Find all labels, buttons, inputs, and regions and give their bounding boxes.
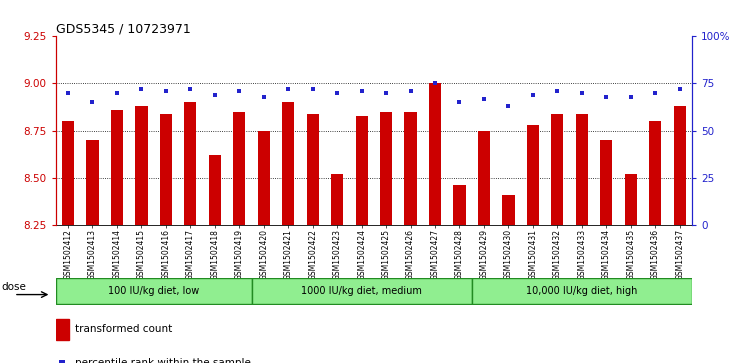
Text: 10,000 IU/kg diet, high: 10,000 IU/kg diet, high [526, 286, 638, 296]
Text: 1000 IU/kg diet, medium: 1000 IU/kg diet, medium [301, 286, 422, 296]
Bar [62, 121, 74, 225]
Text: percentile rank within the sample: percentile rank within the sample [75, 358, 251, 363]
Text: 100 IU/kg diet, low: 100 IU/kg diet, low [108, 286, 199, 296]
Bar [86, 140, 99, 225]
Bar [331, 174, 343, 225]
Bar [56, 319, 68, 340]
Bar [649, 121, 661, 225]
Bar [502, 195, 515, 225]
Bar [380, 112, 392, 225]
Bar [233, 112, 246, 225]
Bar [160, 114, 172, 225]
Bar [257, 131, 270, 225]
Bar [405, 112, 417, 225]
FancyBboxPatch shape [251, 278, 472, 304]
Text: GDS5345 / 10723971: GDS5345 / 10723971 [56, 22, 190, 35]
FancyBboxPatch shape [472, 278, 692, 304]
Bar [209, 155, 221, 225]
Bar [453, 185, 466, 225]
Bar [111, 110, 123, 225]
Bar [429, 83, 441, 225]
Bar [356, 115, 368, 225]
Bar [673, 106, 686, 225]
Bar [135, 106, 147, 225]
Bar [600, 140, 612, 225]
Bar [282, 102, 295, 225]
Bar [527, 125, 539, 225]
Text: dose: dose [1, 282, 26, 292]
Bar [307, 114, 319, 225]
Bar [576, 114, 588, 225]
Text: transformed count: transformed count [75, 324, 172, 334]
Bar [185, 102, 196, 225]
FancyBboxPatch shape [56, 278, 251, 304]
Bar [551, 114, 563, 225]
Bar [478, 131, 490, 225]
Bar [625, 174, 637, 225]
